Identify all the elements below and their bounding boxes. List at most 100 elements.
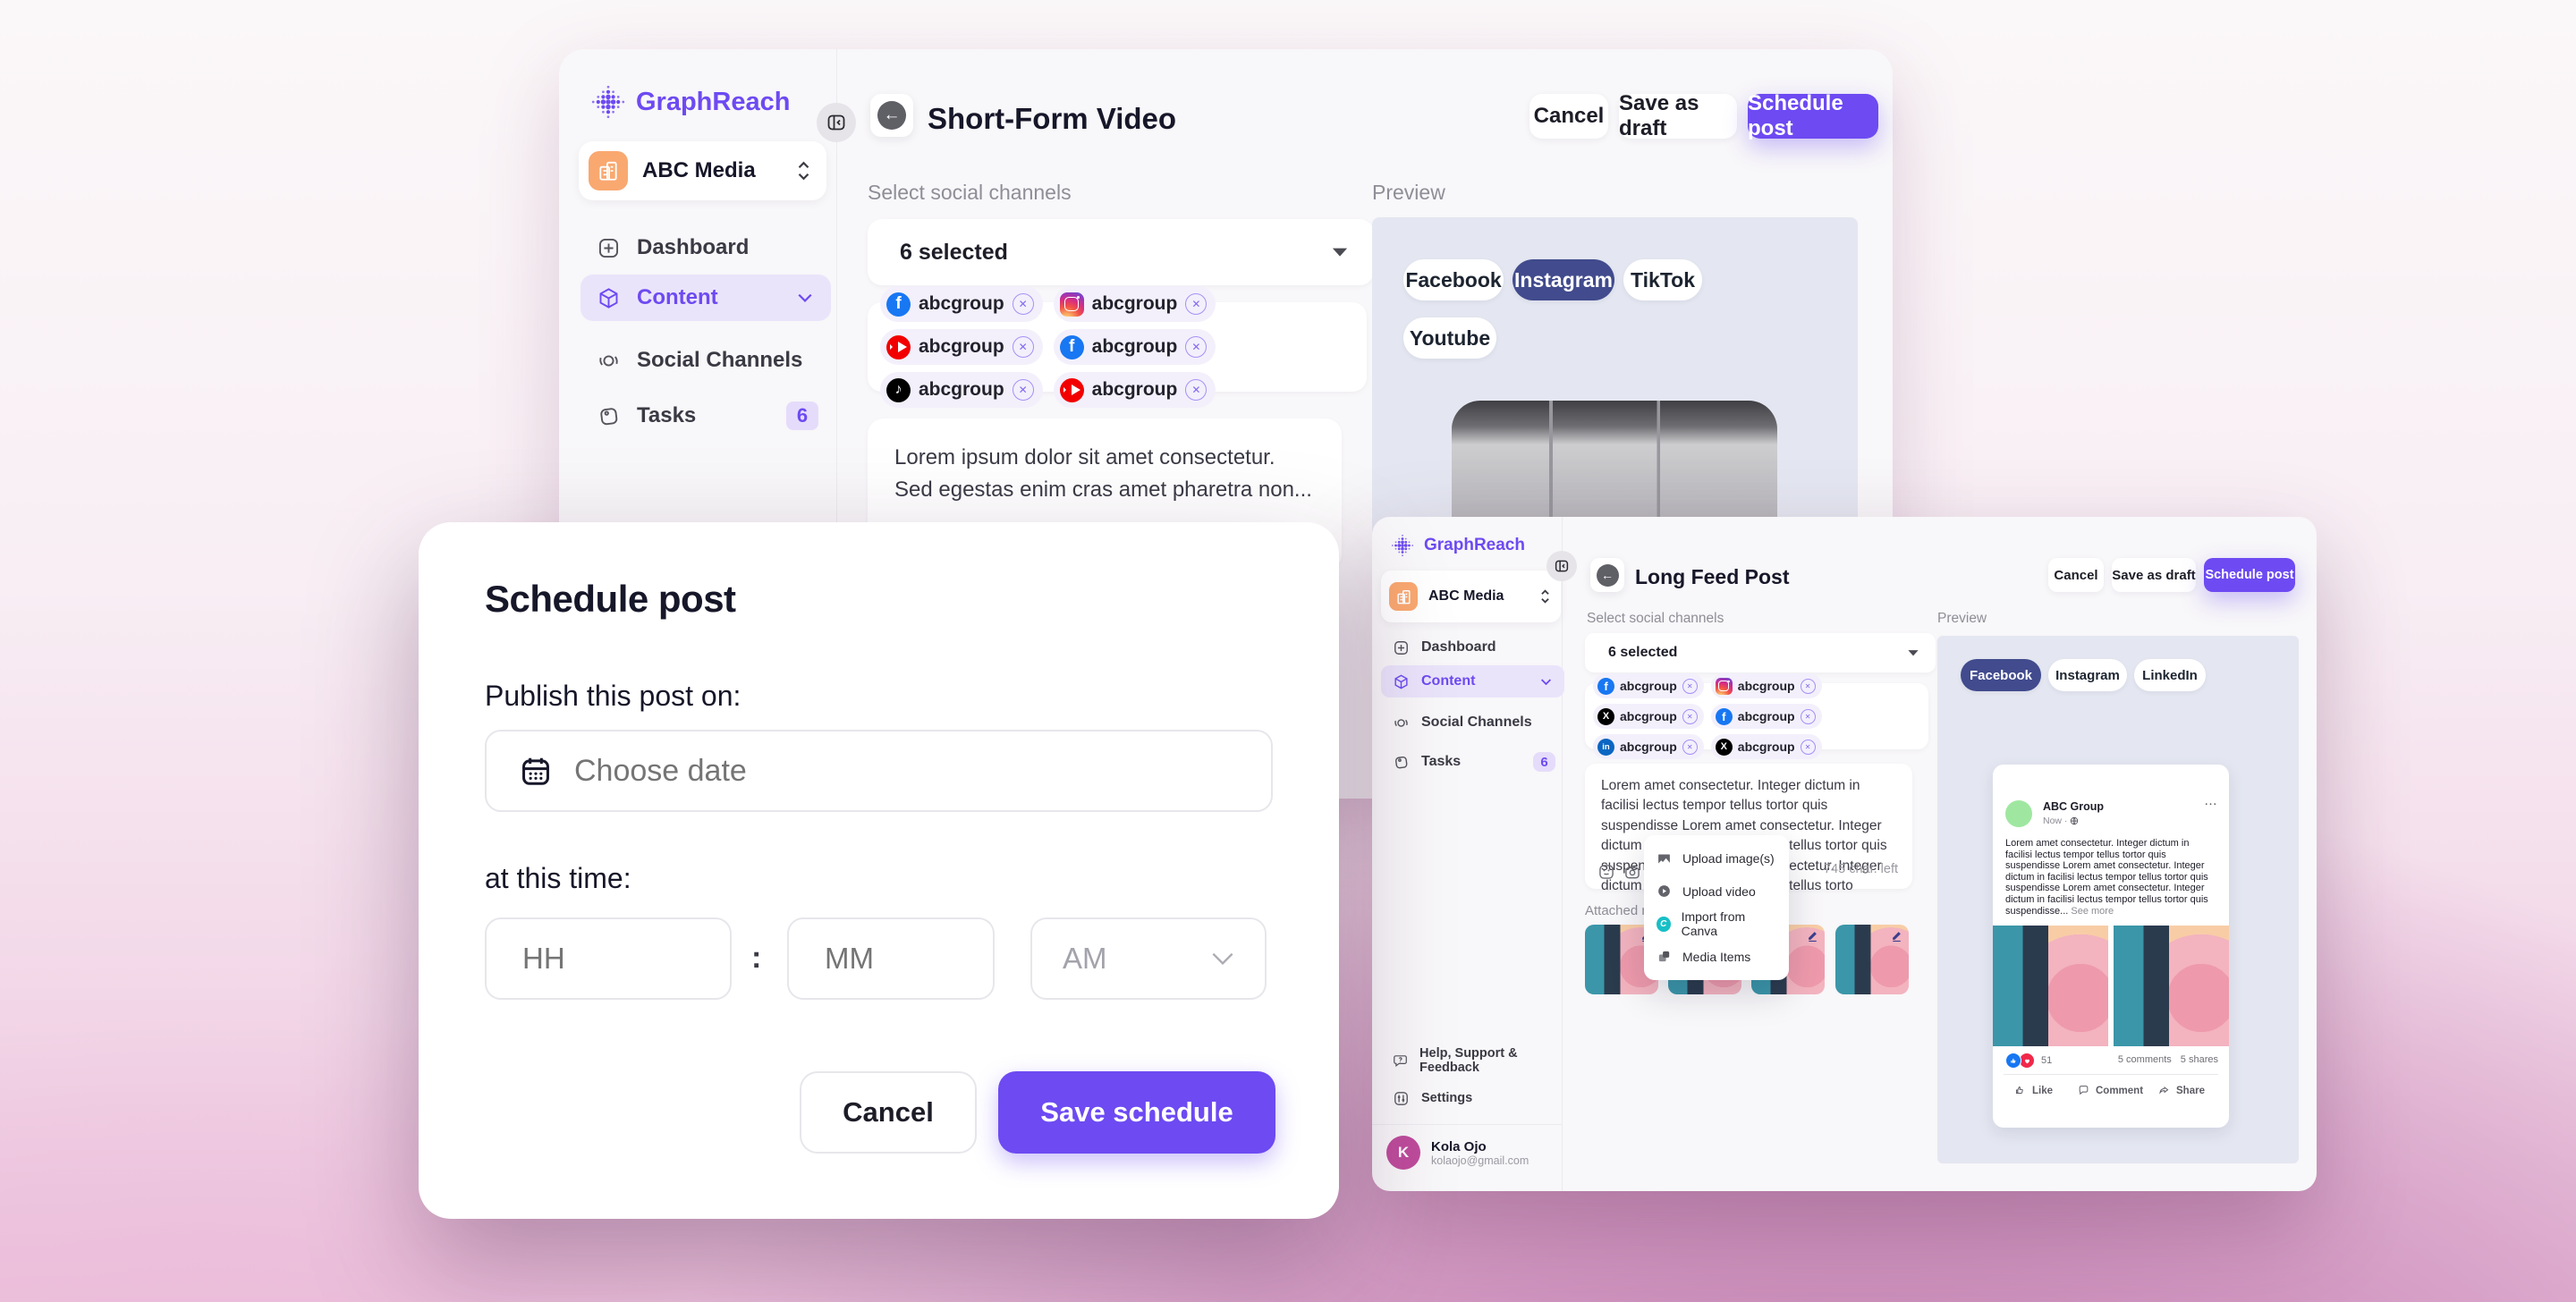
am-pm-select[interactable]: AM — [1030, 917, 1267, 1000]
tasks-icon — [1395, 756, 1408, 768]
menu-item-import-canva[interactable]: C Import from Canva — [1644, 909, 1789, 938]
sidebar-item-social-channels[interactable]: Social Channels — [580, 337, 831, 384]
instagram-icon — [1059, 292, 1084, 317]
chevron-up-down-icon — [1541, 589, 1549, 604]
sidebar-item-settings[interactable]: Settings — [1381, 1084, 1564, 1112]
schedule-post-button[interactable]: Schedule post — [2204, 558, 2295, 592]
remove-chip-icon[interactable] — [1682, 678, 1698, 694]
chevron-down-icon — [1540, 678, 1552, 685]
sidebar-collapse-button[interactable] — [1546, 551, 1577, 581]
share-button[interactable]: Share — [2158, 1085, 2205, 1096]
preview-tab-youtube[interactable]: Youtube — [1403, 317, 1496, 359]
cancel-button[interactable]: Cancel — [1530, 94, 1608, 139]
comment-button[interactable]: Comment — [2078, 1085, 2143, 1096]
preview-tab-instagram[interactable]: Instagram — [1513, 259, 1614, 300]
camera-icon[interactable] — [1623, 863, 1641, 881]
post-more-button[interactable]: … — [2204, 793, 2218, 808]
save-as-draft-button[interactable]: Save as draft — [2112, 558, 2196, 592]
remove-chip-icon[interactable] — [1185, 379, 1208, 401]
post-avatar — [2005, 800, 2032, 827]
sidebar-item-tasks[interactable]: Tasks 6 — [1381, 746, 1564, 778]
brand: GraphReach — [589, 83, 790, 121]
channel-chip: f abcgroup — [1710, 704, 1822, 729]
remove-chip-icon[interactable] — [1682, 708, 1698, 724]
channel-chip: abcgroup — [1053, 372, 1216, 408]
hour-input[interactable] — [485, 917, 732, 1000]
sidebar-collapse-button[interactable] — [817, 103, 856, 142]
see-more-link[interactable]: See more — [2071, 905, 2114, 917]
remove-chip-icon[interactable] — [1012, 379, 1034, 401]
remove-chip-icon[interactable] — [1800, 708, 1816, 724]
emoji-icon[interactable] — [1597, 863, 1615, 881]
date-picker-field[interactable] — [485, 730, 1273, 812]
edit-pen-icon[interactable] — [1890, 929, 1903, 943]
preview-label: Preview — [1937, 611, 1987, 626]
like-button[interactable]: Like — [2014, 1085, 2053, 1096]
workspace-selector[interactable]: ABC Media — [579, 141, 826, 200]
workspace-icon — [589, 151, 628, 190]
sidebar-item-help[interactable]: Help, Support & Feedback — [1381, 1046, 1564, 1075]
content-cube-icon — [599, 287, 618, 309]
channel-chip: f abcgroup — [1053, 329, 1216, 365]
cancel-button[interactable]: Cancel — [2048, 558, 2104, 592]
collapse-panel-icon — [827, 114, 845, 131]
preview-tab-facebook[interactable]: Facebook — [1961, 659, 2041, 691]
selected-channels: f abcgroup abcgroup X abcgroup f abcgrou… — [1585, 673, 1928, 759]
menu-item-media-items[interactable]: Media Items — [1644, 943, 1789, 971]
save-as-draft-button[interactable]: Save as draft — [1619, 91, 1737, 140]
modal-cancel-button[interactable]: Cancel — [800, 1071, 977, 1154]
date-input[interactable] — [572, 752, 1202, 790]
remove-chip-icon[interactable] — [1185, 336, 1208, 358]
user-profile[interactable]: K Kola Ojo kolaojo@gmail.com — [1386, 1136, 1529, 1170]
menu-item-upload-video[interactable]: Upload video — [1644, 877, 1789, 906]
tasks-icon — [600, 407, 618, 425]
comments-count[interactable]: 5 comments — [2117, 1054, 2172, 1065]
workspace-selector[interactable]: ABC Media — [1381, 571, 1561, 622]
remove-chip-icon[interactable] — [1012, 336, 1034, 358]
sidebar-item-tasks[interactable]: Tasks 6 — [580, 393, 831, 439]
modal-title: Schedule post — [485, 578, 736, 620]
sidebar-item-dashboard[interactable]: Dashboard — [1381, 631, 1564, 664]
channel-chip: f abcgroup — [1593, 673, 1704, 698]
save-schedule-button[interactable]: Save schedule — [998, 1071, 1275, 1154]
like-reaction-icon — [2005, 1053, 2021, 1069]
publish-date-label: Publish this post on: — [485, 680, 741, 712]
channel-chip: abcgroup — [1710, 673, 1822, 698]
preview-label: Preview — [1372, 181, 1445, 204]
channels-dropdown[interactable]: 6 selected — [868, 219, 1374, 285]
remove-chip-icon[interactable] — [1682, 739, 1698, 755]
minute-input[interactable] — [787, 917, 995, 1000]
post-meta: Now · — [2043, 816, 2068, 826]
channel-chip: abcgroup — [880, 329, 1043, 365]
attached-media-thumbnail[interactable] — [1835, 925, 1909, 994]
globe-icon — [2071, 816, 2079, 825]
char-counter: 745 char. left — [1823, 861, 1898, 876]
remove-chip-icon[interactable] — [1012, 293, 1034, 315]
building-icon — [599, 161, 617, 181]
dashboard-icon — [598, 238, 619, 258]
youtube-icon — [886, 334, 911, 359]
preview-tab-tiktok[interactable]: TikTok — [1623, 259, 1702, 300]
sidebar-item-dashboard[interactable]: Dashboard — [580, 224, 831, 271]
edit-pen-icon[interactable] — [1806, 929, 1819, 943]
remove-chip-icon[interactable] — [1800, 739, 1816, 755]
sidebar-item-label: Help, Support & Feedback — [1419, 1046, 1518, 1075]
shares-count[interactable]: 5 shares — [2180, 1054, 2218, 1065]
remove-chip-icon[interactable] — [1185, 293, 1208, 315]
preview-tab-facebook[interactable]: Facebook — [1403, 259, 1504, 300]
schedule-post-button[interactable]: Schedule post — [1748, 91, 1878, 140]
preview-tab-linkedin[interactable]: LinkedIn — [2134, 659, 2206, 691]
schedule-post-modal: Schedule post Publish this post on: at t… — [419, 522, 1339, 1219]
tiktok-icon: ♪ — [886, 377, 911, 402]
post-body: Lorem amet consectetur. Integer dictum i… — [2005, 838, 2208, 917]
remove-chip-icon[interactable] — [1800, 678, 1816, 694]
sidebar-item-content[interactable]: Content — [1381, 665, 1564, 698]
sidebar-item-social-channels[interactable]: Social Channels — [1381, 706, 1564, 739]
preview-tab-instagram[interactable]: Instagram — [2048, 659, 2127, 691]
menu-item-upload-images[interactable]: Upload image(s) — [1644, 844, 1789, 873]
back-button[interactable]: ← — [870, 94, 913, 137]
back-button[interactable]: ← — [1590, 558, 1624, 592]
graphreach-logo-icon — [591, 85, 625, 119]
sidebar-item-content[interactable]: Content — [580, 275, 831, 321]
channels-dropdown[interactable]: 6 selected — [1585, 633, 1936, 672]
